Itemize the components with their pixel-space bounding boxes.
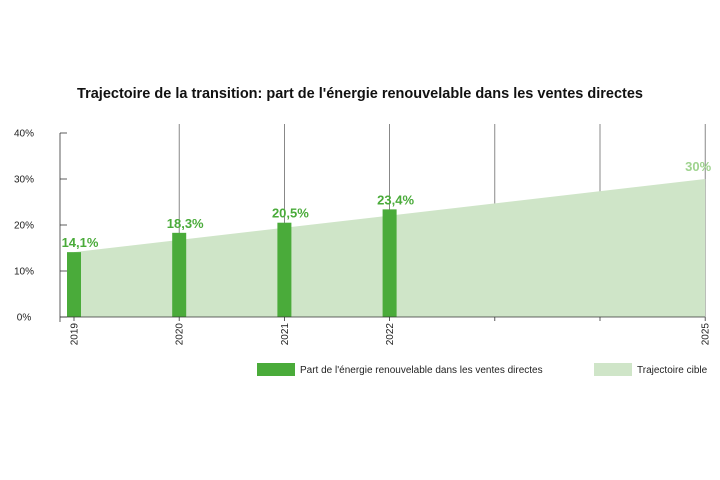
x-tick-label-2019: 2019 xyxy=(70,323,81,346)
x-tick-label-2021: 2021 xyxy=(280,323,291,346)
bar-label-2019: 14,1% xyxy=(62,235,99,250)
y-tick-label-0: 0% xyxy=(17,313,32,324)
y-tick-label-30: 30% xyxy=(14,175,34,186)
bar-2021 xyxy=(277,222,292,317)
x-tick-label-2022: 2022 xyxy=(385,323,396,346)
legend-label-bars: Part de l'énergie renouvelable dans les … xyxy=(300,365,543,376)
y-tick-label-40: 40% xyxy=(14,129,34,140)
bar-label-2022: 23,4% xyxy=(377,192,414,207)
data-labels-layer: 14,1% 18,3% 20,5% 23,4% xyxy=(62,192,415,250)
legend-label-area: Trajectoire cible xyxy=(637,365,708,376)
bar-label-2021: 20,5% xyxy=(272,206,309,221)
x-tick-label-2025: 2025 xyxy=(701,323,712,346)
chart-title: Trajectoire de la transition: part de l'… xyxy=(77,86,643,102)
legend-swatch-area xyxy=(594,363,632,376)
axes-layer: 0% 10% 20% 30% 40% 2019 2020 2021 2022 2025 xyxy=(14,129,712,346)
bar-label-2020: 18,3% xyxy=(167,216,204,231)
x-tick-label-2020: 2020 xyxy=(175,323,186,346)
bar-2022 xyxy=(382,209,397,317)
target-end-label: 30% xyxy=(685,159,711,174)
bar-2019 xyxy=(67,252,81,317)
y-tick-label-20: 20% xyxy=(14,221,34,232)
bar-2020 xyxy=(172,232,187,317)
y-tick-label-10: 10% xyxy=(14,267,34,278)
legend: Part de l'énergie renouvelable dans les … xyxy=(257,363,708,376)
bars-layer xyxy=(67,209,397,317)
legend-swatch-bars xyxy=(257,363,295,376)
